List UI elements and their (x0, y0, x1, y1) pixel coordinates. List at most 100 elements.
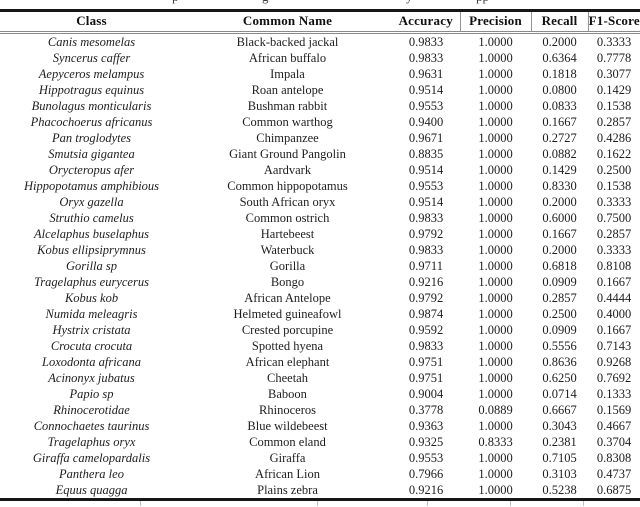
table-row: Numida meleagris Helmeted guineafowl 0.9… (0, 306, 640, 322)
precision-cell: 1.0000 (478, 483, 513, 497)
common-name-cell: Bushman rabbit (247, 99, 328, 113)
recall-cell: 0.1667 (542, 227, 577, 241)
table-row: Acinonyx jubatus Cheetah 0.9751 1.0000 0… (0, 370, 640, 386)
accuracy-cell: 0.8835 (408, 147, 444, 161)
precision-cell: 1.0000 (478, 323, 513, 337)
recall-cell: 0.8636 (542, 355, 577, 369)
common-name-cell: African Lion (255, 467, 320, 481)
species-cell: Syncerus caffer (52, 51, 131, 65)
caption-descender: p (172, 0, 179, 5)
f1-score-cell: 0.7692 (596, 371, 632, 385)
species-cell: Equus quagga (55, 483, 128, 497)
accuracy-cell: 0.9711 (409, 259, 443, 273)
recall-cell: 0.2857 (542, 291, 577, 305)
accuracy-cell: 0.9553 (408, 179, 444, 193)
table-row: Tragelaphus oryx Common eland 0.9325 0.8… (0, 434, 640, 450)
f1-score-cell: 0.9268 (596, 355, 632, 369)
table-row: Giraffa camelopardalis Giraffa 0.9553 1.… (0, 450, 640, 466)
precision-cell: 1.0000 (478, 131, 513, 145)
species-cell: Panthera leo (59, 467, 124, 481)
common-name-cell: African buffalo (248, 51, 327, 65)
common-name-cell: Giraffa (269, 451, 306, 465)
species-cell: Acinonyx jubatus (48, 371, 135, 385)
header-row: Class Common Name Accuracy Precision Rec… (0, 10, 640, 33)
common-name-cell: Cheetah (267, 371, 308, 385)
table-row: Bunolagus monticularis Bushman rabbit 0.… (0, 98, 640, 114)
table-row: Crocuta crocuta Spotted hyena 0.9833 1.0… (0, 338, 640, 354)
common-name-cell: Impala (270, 67, 305, 81)
f1-score-cell: 0.4667 (596, 419, 632, 433)
table-row: Smutsia gigantea Giant Ground Pangolin 0… (0, 146, 640, 162)
common-name-cell: Chimpanzee (256, 131, 319, 145)
recall-cell: 0.5556 (542, 339, 577, 353)
precision-cell: 1.0000 (478, 387, 513, 401)
header-precision: Precision (459, 10, 531, 33)
f1-score-cell: 0.2500 (596, 163, 632, 177)
precision-cell: 1.0000 (478, 259, 513, 273)
caption-descender: y (406, 0, 413, 5)
table-row: Oryx gazella South African oryx 0.9514 1… (0, 194, 640, 210)
recall-cell: 0.2000 (542, 243, 577, 257)
common-name-cell: Spotted hyena (251, 339, 324, 353)
f1-score-cell: 0.7778 (596, 51, 632, 65)
table-row: Kobus kob African Antelope 0.9792 1.0000… (0, 290, 640, 306)
recall-cell: 0.0909 (542, 275, 577, 289)
accuracy-cell: 0.9792 (408, 291, 444, 305)
common-name-cell: Baboon (268, 387, 307, 401)
f1-score-cell: 0.1667 (596, 323, 632, 337)
caption-descender: g (262, 0, 269, 5)
recall-cell: 0.6364 (542, 51, 577, 65)
header-class: Class (76, 13, 107, 28)
precision-cell: 1.0000 (478, 51, 513, 65)
recall-cell: 0.0714 (542, 387, 577, 401)
recall-cell: 0.1667 (542, 115, 577, 129)
recall-cell: 0.3103 (542, 467, 577, 481)
recall-cell: 0.2727 (542, 131, 577, 145)
precision-cell: 1.0000 (478, 179, 513, 193)
species-cell: Struthio camelus (49, 211, 134, 225)
precision-cell: 1.0000 (478, 243, 513, 257)
species-cell: Pan troglodytes (51, 131, 132, 145)
recall-cell: 0.0909 (542, 323, 577, 337)
table-row: Pan troglodytes Chimpanzee 0.9671 1.0000… (0, 130, 640, 146)
species-cell: Numida meleagris (45, 307, 138, 321)
species-cell: Hystrix cristata (52, 323, 131, 337)
f1-score-cell: 0.6875 (596, 483, 632, 497)
accuracy-cell: 0.9325 (408, 435, 444, 449)
species-cell: Alcelaphus buselaphus (34, 227, 149, 241)
common-name-cell: Blue wildebeest (247, 419, 328, 433)
table-row: Canis mesomelas Black-backed jackal 0.98… (0, 33, 640, 51)
precision-cell: 1.0000 (478, 163, 513, 177)
scan-artifact-rule-stub (510, 501, 511, 506)
species-cell: Loxodonta africana (42, 355, 141, 369)
table-row: Kobus ellipsiprymnus Waterbuck 0.9833 1.… (0, 242, 640, 258)
recall-cell: 0.2000 (542, 35, 577, 49)
precision-cell: 1.0000 (478, 371, 513, 385)
f1-score-cell: 0.3333 (596, 35, 632, 49)
common-name-cell: Crested porcupine (241, 323, 334, 337)
accuracy-cell: 0.9671 (408, 131, 444, 145)
species-cell: Hippotragus equinus (38, 83, 145, 97)
species-cell: Phacochoerus africanus (30, 115, 153, 129)
precision-cell: 1.0000 (478, 195, 513, 209)
species-cell: Connochaetes taurinus (33, 419, 150, 433)
common-name-cell: South African oryx (239, 195, 336, 209)
accuracy-cell: 0.9751 (408, 371, 444, 385)
header-recall: Recall (530, 10, 588, 33)
common-name-cell: Giant Ground Pangolin (229, 147, 346, 161)
common-name-cell: African elephant (245, 355, 330, 369)
table-body: Canis mesomelas Black-backed jackal 0.98… (0, 33, 640, 500)
common-name-cell: Hartebeest (260, 227, 315, 241)
accuracy-cell: 0.9514 (408, 163, 444, 177)
recall-cell: 0.7105 (542, 451, 577, 465)
species-cell: Papio sp (69, 387, 114, 401)
f1-score-cell: 0.7500 (596, 211, 632, 225)
species-metrics-table: Class Common Name Accuracy Precision Rec… (0, 9, 640, 501)
precision-cell: 1.0000 (478, 83, 513, 97)
table-row: Phacochoerus africanus Common warthog 0.… (0, 114, 640, 130)
common-name-cell: Common ostrich (245, 211, 330, 225)
common-name-cell: Rhinoceros (259, 403, 316, 417)
common-name-cell: Black-backed jackal (236, 35, 339, 49)
recall-cell: 0.8330 (542, 179, 577, 193)
precision-cell: 1.0000 (478, 291, 513, 305)
